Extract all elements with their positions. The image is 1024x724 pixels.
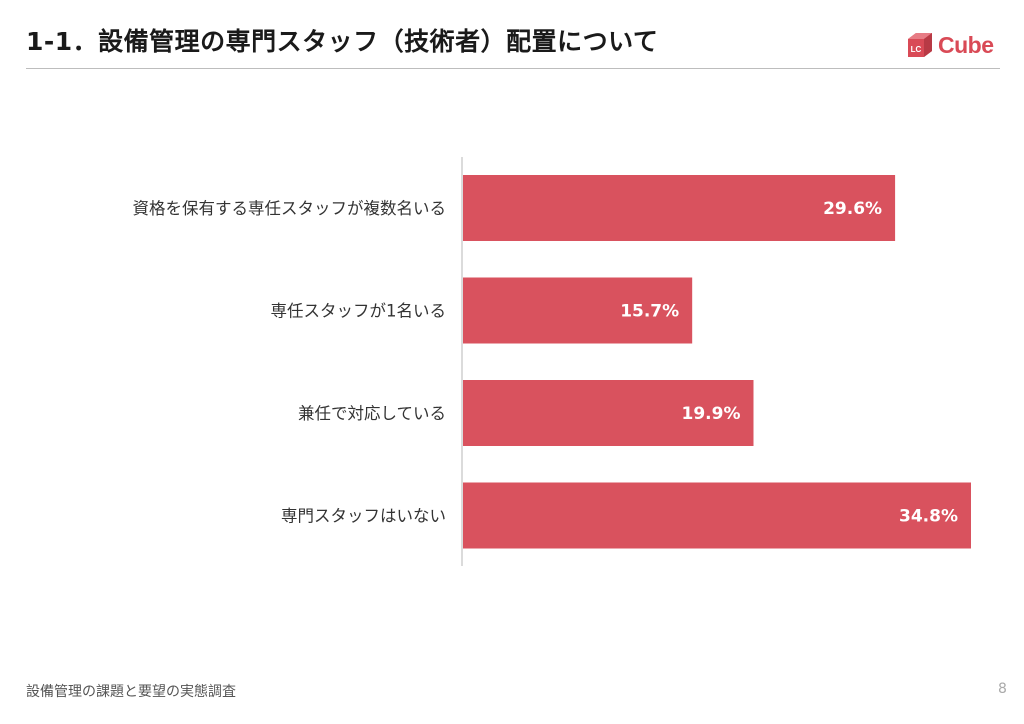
logo-badge: LC	[911, 45, 922, 54]
title-divider	[26, 68, 1000, 69]
red-cube-icon: LC	[908, 33, 932, 57]
bar	[463, 482, 971, 549]
bar	[463, 380, 754, 446]
category-label: 兼任で対応している	[298, 404, 446, 423]
data-label: 19.9%	[682, 404, 741, 424]
data-label: 29.6%	[823, 199, 882, 219]
category-label: 専任スタッフが1名いる	[271, 302, 447, 321]
data-label: 15.7%	[620, 302, 679, 322]
page-number: 8	[998, 681, 1007, 697]
logo: LC Cube	[905, 30, 994, 60]
bar	[463, 175, 896, 241]
logo-wordmark: Cube	[938, 31, 994, 58]
bar	[463, 277, 693, 344]
page-title: 1-1．設備管理の専門スタッフ（技術者）配置について	[26, 27, 659, 56]
data-label: 34.8%	[899, 507, 958, 527]
category-label: 資格を保有する専任スタッフが複数名いる	[133, 199, 447, 218]
footer-text: 設備管理の課題と要望の実態調査	[26, 684, 236, 700]
category-label: 専門スタッフはいない	[281, 507, 446, 526]
